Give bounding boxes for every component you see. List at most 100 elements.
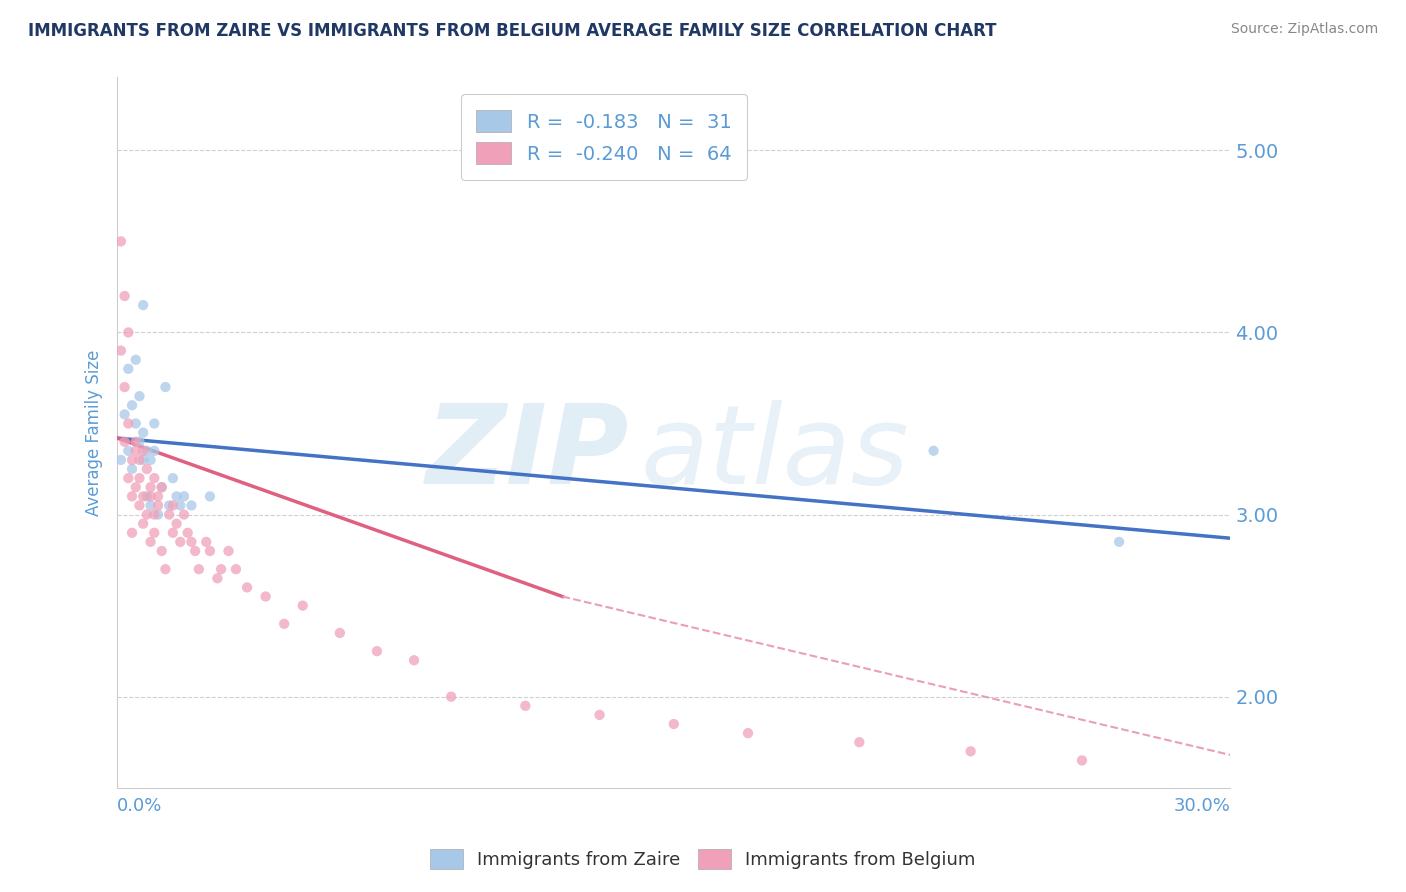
Point bbox=[146, 508, 169, 522]
Point bbox=[146, 499, 169, 513]
Text: atlas: atlas bbox=[640, 401, 910, 508]
Point bbox=[125, 434, 148, 449]
Y-axis label: Average Family Size: Average Family Size bbox=[86, 350, 103, 516]
Text: IMMIGRANTS FROM ZAIRE VS IMMIGRANTS FROM BELGIUM AVERAGE FAMILY SIZE CORRELATION: IMMIGRANTS FROM ZAIRE VS IMMIGRANTS FROM… bbox=[28, 22, 997, 40]
Point bbox=[169, 534, 191, 549]
Point bbox=[198, 544, 221, 558]
Point bbox=[143, 508, 166, 522]
Point bbox=[166, 516, 188, 531]
Text: Source: ZipAtlas.com: Source: ZipAtlas.com bbox=[1230, 22, 1378, 37]
Point bbox=[139, 453, 162, 467]
Point bbox=[162, 499, 184, 513]
Point bbox=[180, 534, 202, 549]
Point bbox=[121, 398, 143, 412]
Point bbox=[143, 417, 166, 431]
Point bbox=[110, 235, 132, 249]
Point bbox=[225, 562, 247, 576]
Point bbox=[121, 462, 143, 476]
Point bbox=[125, 480, 148, 494]
Point bbox=[180, 499, 202, 513]
Point bbox=[139, 534, 162, 549]
Point bbox=[402, 653, 425, 667]
Point bbox=[848, 735, 870, 749]
Point bbox=[588, 707, 610, 722]
Point bbox=[128, 434, 150, 449]
Point bbox=[139, 489, 162, 503]
Point bbox=[155, 562, 177, 576]
Point bbox=[114, 380, 136, 394]
Point bbox=[125, 443, 148, 458]
Point bbox=[135, 443, 157, 458]
Point bbox=[132, 453, 155, 467]
Point bbox=[132, 516, 155, 531]
Point bbox=[143, 525, 166, 540]
Point bbox=[121, 453, 143, 467]
Point bbox=[440, 690, 463, 704]
Point bbox=[132, 425, 155, 440]
Point bbox=[143, 443, 166, 458]
Point bbox=[128, 499, 150, 513]
Point bbox=[209, 562, 232, 576]
Point bbox=[121, 525, 143, 540]
Point bbox=[922, 443, 945, 458]
Point bbox=[195, 534, 218, 549]
Point bbox=[128, 471, 150, 485]
Point bbox=[150, 544, 173, 558]
Point bbox=[114, 289, 136, 303]
Point bbox=[139, 480, 162, 494]
Point bbox=[139, 499, 162, 513]
Text: 0.0%: 0.0% bbox=[117, 797, 163, 815]
Point bbox=[143, 471, 166, 485]
Point bbox=[135, 508, 157, 522]
Point bbox=[146, 489, 169, 503]
Point bbox=[117, 326, 139, 340]
Point bbox=[132, 443, 155, 458]
Point bbox=[128, 453, 150, 467]
Legend: Immigrants from Zaire, Immigrants from Belgium: Immigrants from Zaire, Immigrants from B… bbox=[422, 839, 984, 879]
Point bbox=[132, 489, 155, 503]
Point bbox=[515, 698, 537, 713]
Point bbox=[166, 489, 188, 503]
Point bbox=[155, 380, 177, 394]
Point bbox=[173, 508, 195, 522]
Point bbox=[162, 525, 184, 540]
Point bbox=[114, 408, 136, 422]
Point bbox=[1071, 754, 1094, 768]
Point bbox=[366, 644, 388, 658]
Point bbox=[157, 508, 180, 522]
Point bbox=[117, 362, 139, 376]
Point bbox=[329, 626, 352, 640]
Point bbox=[135, 489, 157, 503]
Point bbox=[110, 453, 132, 467]
Point bbox=[187, 562, 209, 576]
Point bbox=[150, 480, 173, 494]
Point bbox=[162, 471, 184, 485]
Point bbox=[176, 525, 198, 540]
Point bbox=[125, 352, 148, 367]
Point bbox=[236, 581, 259, 595]
Point bbox=[125, 417, 148, 431]
Text: ZIP: ZIP bbox=[426, 401, 630, 508]
Point bbox=[959, 744, 981, 758]
Point bbox=[117, 443, 139, 458]
Point bbox=[135, 462, 157, 476]
Text: 30.0%: 30.0% bbox=[1174, 797, 1230, 815]
Point bbox=[184, 544, 207, 558]
Point bbox=[218, 544, 240, 558]
Legend: R =  -0.183   N =  31, R =  -0.240   N =  64: R = -0.183 N = 31, R = -0.240 N = 64 bbox=[461, 95, 748, 180]
Point bbox=[737, 726, 759, 740]
Point bbox=[198, 489, 221, 503]
Point bbox=[128, 389, 150, 403]
Point bbox=[110, 343, 132, 358]
Point bbox=[157, 499, 180, 513]
Point bbox=[169, 499, 191, 513]
Point bbox=[121, 489, 143, 503]
Point bbox=[114, 434, 136, 449]
Point bbox=[1108, 534, 1130, 549]
Point bbox=[173, 489, 195, 503]
Point bbox=[662, 717, 685, 731]
Point bbox=[150, 480, 173, 494]
Point bbox=[207, 571, 229, 585]
Point bbox=[132, 298, 155, 312]
Point bbox=[117, 471, 139, 485]
